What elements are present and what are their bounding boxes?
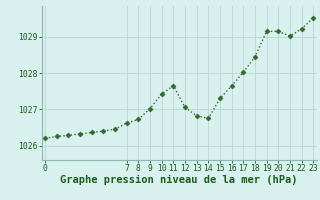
X-axis label: Graphe pression niveau de la mer (hPa): Graphe pression niveau de la mer (hPa) xyxy=(60,175,298,185)
